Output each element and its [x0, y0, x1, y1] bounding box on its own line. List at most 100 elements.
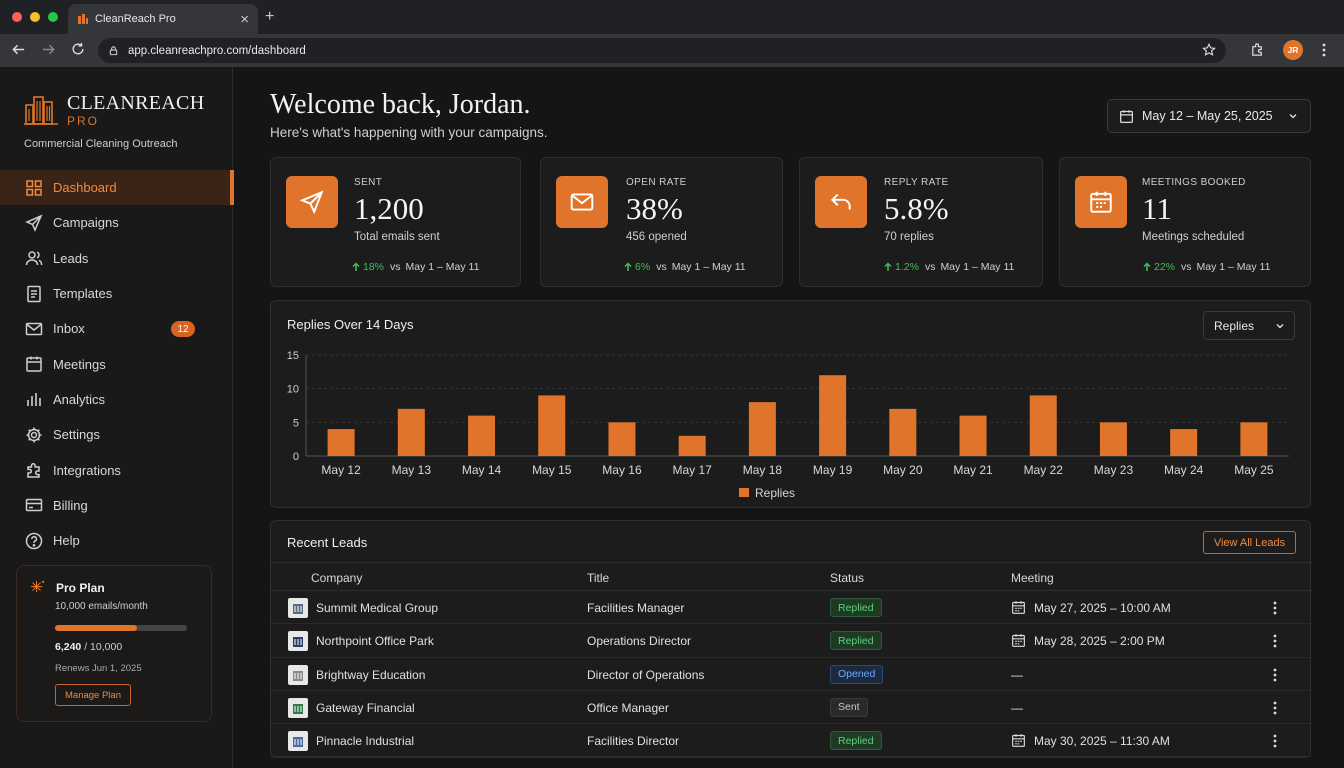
- maximize-window-button[interactable]: [48, 12, 58, 22]
- sidebar-item-analytics[interactable]: Analytics: [0, 382, 233, 417]
- sidebar-item-meetings[interactable]: Meetings: [0, 346, 233, 381]
- date-range-picker[interactable]: May 12 – May 25, 2025: [1107, 99, 1311, 133]
- browser-tab[interactable]: CleanReach Pro ×: [68, 4, 258, 34]
- sidebar-item-inbox[interactable]: Inbox 12: [0, 311, 233, 346]
- stat-description: 70 replies: [884, 231, 934, 243]
- sidebar-item-integrations[interactable]: Integrations: [0, 452, 233, 487]
- more-options-icon[interactable]: [1269, 600, 1281, 616]
- chart-metric-value: Replies: [1214, 318, 1255, 333]
- chart-bar: [1240, 422, 1268, 456]
- x-tick-label: May 13: [392, 463, 432, 477]
- plan-name: Pro Plan: [56, 580, 105, 595]
- sidebar-item-templates[interactable]: Templates: [0, 276, 233, 311]
- chart-bar: [889, 408, 917, 456]
- more-options-icon[interactable]: [1269, 733, 1281, 749]
- address-bar[interactable]: app.cleanreachpro.com/dashboard: [98, 38, 1226, 63]
- send-icon: [299, 190, 324, 215]
- contact-title: Operations Director: [587, 634, 692, 649]
- view-all-leads-button[interactable]: View All Leads: [1203, 531, 1296, 554]
- company-name[interactable]: Summit Medical Group: [316, 601, 439, 615]
- status-badge: Replied: [830, 731, 882, 751]
- url-text: app.cleanreachpro.com/dashboard: [128, 44, 306, 57]
- x-tick-label: May 23: [1094, 463, 1134, 477]
- calendar-icon: [1012, 734, 1025, 748]
- page-subtitle: Here's what's happening with your campai…: [270, 125, 548, 140]
- brand-logo[interactable]: CLEANREACH PRO: [24, 93, 204, 128]
- sidebar-item-dashboard[interactable]: Dashboard: [0, 170, 234, 206]
- site-info-icon[interactable]: [108, 45, 119, 56]
- vs-label: vs: [924, 261, 936, 273]
- company-name[interactable]: Northpoint Office Park: [316, 634, 434, 649]
- stat-label: SENT: [354, 177, 383, 188]
- company-name[interactable]: Gateway Financial: [316, 700, 415, 715]
- x-tick-label: May 16: [602, 463, 642, 477]
- more-options-icon[interactable]: [1269, 700, 1281, 716]
- change-up-indicator: 1.2%: [883, 261, 919, 273]
- arrow-up-icon: [624, 262, 632, 271]
- back-arrow-icon[interactable]: [11, 42, 26, 57]
- stat-icon-box: [556, 176, 608, 228]
- stat-comparison: 18% vs May 1 – May 11: [351, 261, 479, 273]
- manage-plan-button[interactable]: Manage Plan: [55, 684, 131, 706]
- plan-card: Pro Plan 10,000 emails/month 6,240 / 10,…: [16, 565, 212, 722]
- legend-label: Replies: [755, 486, 795, 500]
- forward-arrow-icon[interactable]: [41, 42, 56, 57]
- plan-usage-text: 6,240 / 10,000: [55, 641, 122, 653]
- brand-name: CLEANREACH: [67, 92, 205, 114]
- column-header-company[interactable]: Company: [311, 571, 363, 585]
- browser-menu-icon[interactable]: [1318, 42, 1330, 58]
- close-window-button[interactable]: [12, 12, 22, 22]
- y-tick-label: 0: [293, 451, 299, 463]
- company-name[interactable]: Pinnacle Industrial: [316, 734, 415, 749]
- extensions-puzzle-icon[interactable]: [1250, 42, 1265, 57]
- new-tab-icon[interactable]: +: [265, 8, 275, 25]
- users-icon: [25, 251, 43, 266]
- more-options-icon[interactable]: [1269, 667, 1281, 683]
- stat-label: MEETINGS BOOKED: [1142, 177, 1246, 188]
- stat-card-open-rate: OPEN RATE 38% 456 opened 6% vs May 1 – Ma…: [540, 157, 783, 287]
- chart-title: Replies Over 14 Days: [287, 317, 414, 332]
- table-row[interactable]: Summit Medical Group Facilities Manager Re…: [271, 591, 1312, 625]
- company-name[interactable]: Brightway Education: [316, 667, 426, 682]
- sidebar-item-campaigns[interactable]: Campaigns: [0, 205, 233, 240]
- column-header-title[interactable]: Title: [587, 571, 610, 585]
- sidebar-item-help[interactable]: Help: [0, 523, 233, 558]
- calendar-icon: [1012, 601, 1025, 614]
- chart-bar: [468, 415, 496, 456]
- sidebar-item-label: Inbox: [53, 321, 85, 337]
- table-row[interactable]: Gateway Financial Office Manager Sent —: [271, 691, 1312, 725]
- more-options-icon[interactable]: [1269, 633, 1281, 649]
- chart-metric-select[interactable]: Replies: [1203, 311, 1295, 340]
- chart-bar: [1099, 422, 1127, 456]
- meeting-cell: May 27, 2025 – 10:00 AM: [1011, 600, 1171, 615]
- sidebar-item-settings[interactable]: Settings: [0, 417, 233, 452]
- stat-card-reply-rate: REPLY RATE 5.8% 70 replies 1.2% vs May 1 …: [799, 157, 1043, 287]
- column-header-status[interactable]: Status: [830, 571, 865, 585]
- mail-icon: [25, 322, 43, 336]
- gear-icon: [26, 427, 42, 443]
- sidebar-item-label: Dashboard: [53, 180, 117, 196]
- close-tab-icon[interactable]: ×: [240, 10, 249, 28]
- table-row[interactable]: Brightway Education Director of Operation…: [271, 658, 1312, 691]
- sidebar-item-leads[interactable]: Leads: [0, 241, 233, 276]
- reload-icon[interactable]: [71, 42, 85, 56]
- envelope-icon: [570, 193, 594, 211]
- bookmark-star-icon[interactable]: [1202, 43, 1216, 57]
- status-badge: Replied: [830, 631, 882, 651]
- stat-description: Total emails sent: [354, 231, 440, 243]
- company-logo-icon: [288, 598, 308, 618]
- table-row[interactable]: Pinnacle Industrial Facilities Director Re…: [271, 724, 1312, 758]
- stat-card-meetings-booked: MEETINGS BOOKED 11 Meetings scheduled 22…: [1059, 157, 1311, 287]
- sidebar-item-billing[interactable]: Billing: [0, 488, 233, 523]
- status-badge: Sent: [830, 697, 868, 717]
- column-header-meeting[interactable]: Meeting: [1011, 571, 1054, 585]
- favicon-icon: [78, 14, 88, 24]
- profile-avatar[interactable]: JR: [1283, 40, 1303, 60]
- stat-comparison: 6% vs May 1 – May 11: [623, 261, 746, 273]
- compare-period: May 1 – May 11: [405, 261, 480, 273]
- minimize-window-button[interactable]: [30, 12, 40, 22]
- meeting-empty: —: [1011, 667, 1023, 682]
- chart-bar: [959, 415, 987, 456]
- table-row[interactable]: Northpoint Office Park Operations Directo…: [271, 624, 1312, 658]
- company-logo-icon: [288, 664, 308, 685]
